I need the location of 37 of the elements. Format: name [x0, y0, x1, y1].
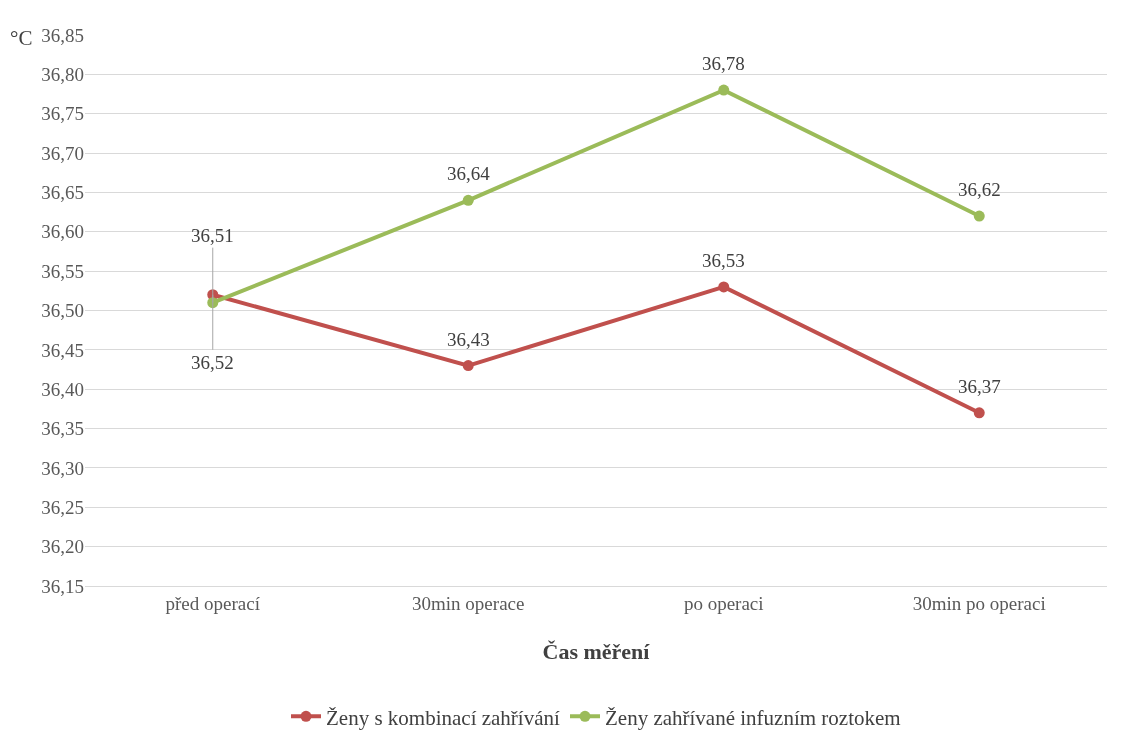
- point: [462, 194, 474, 206]
- y-tick-label: 36,15: [41, 575, 84, 597]
- y-tick-label: 36,20: [41, 536, 84, 558]
- data-label: 36,51: [191, 225, 234, 246]
- x-tick-label: 30min po operaci: [912, 592, 1046, 614]
- y-axis-title: °C: [10, 26, 33, 50]
- y-tick-label: 36,75: [41, 103, 84, 125]
- y-tick-label: 36,65: [41, 182, 84, 204]
- data-label: 36,64: [447, 163, 491, 184]
- y-tick-label: 36,80: [41, 64, 84, 86]
- y-tick-label: 36,25: [41, 496, 84, 518]
- x-axis-title: Čas měření: [542, 638, 651, 664]
- legend-label: Ženy zahřívané infuzním roztokem: [605, 705, 901, 730]
- point: [718, 84, 730, 96]
- y-tick-label: 36,70: [41, 142, 84, 164]
- point: [462, 360, 474, 372]
- data-label: 36,43: [447, 329, 490, 350]
- data-label: 36,53: [702, 250, 745, 271]
- data-label: 36,37: [958, 376, 1001, 397]
- y-tick-label: 36,40: [41, 378, 84, 400]
- x-tick-label: 30min operace: [412, 592, 525, 614]
- data-label: 36,78: [702, 53, 745, 74]
- y-tick-label: 36,85: [41, 24, 84, 46]
- point: [973, 210, 985, 222]
- y-tick-label: 36,30: [41, 457, 84, 479]
- data-label: 36,52: [191, 352, 234, 373]
- point: [718, 281, 730, 293]
- point: [973, 407, 985, 419]
- data-label: 36,62: [958, 179, 1001, 200]
- legend-label: Ženy s kombinací zahřívání: [326, 705, 561, 730]
- y-tick-label: 36,45: [41, 339, 84, 361]
- y-tick-label: 36,60: [41, 221, 84, 243]
- y-tick-label: 36,50: [41, 300, 84, 322]
- y-tick-label: 36,35: [41, 418, 84, 440]
- x-tick-label: po operaci: [683, 592, 764, 614]
- x-tick-label: před operací: [165, 592, 261, 614]
- y-tick-label: 36,55: [41, 260, 84, 282]
